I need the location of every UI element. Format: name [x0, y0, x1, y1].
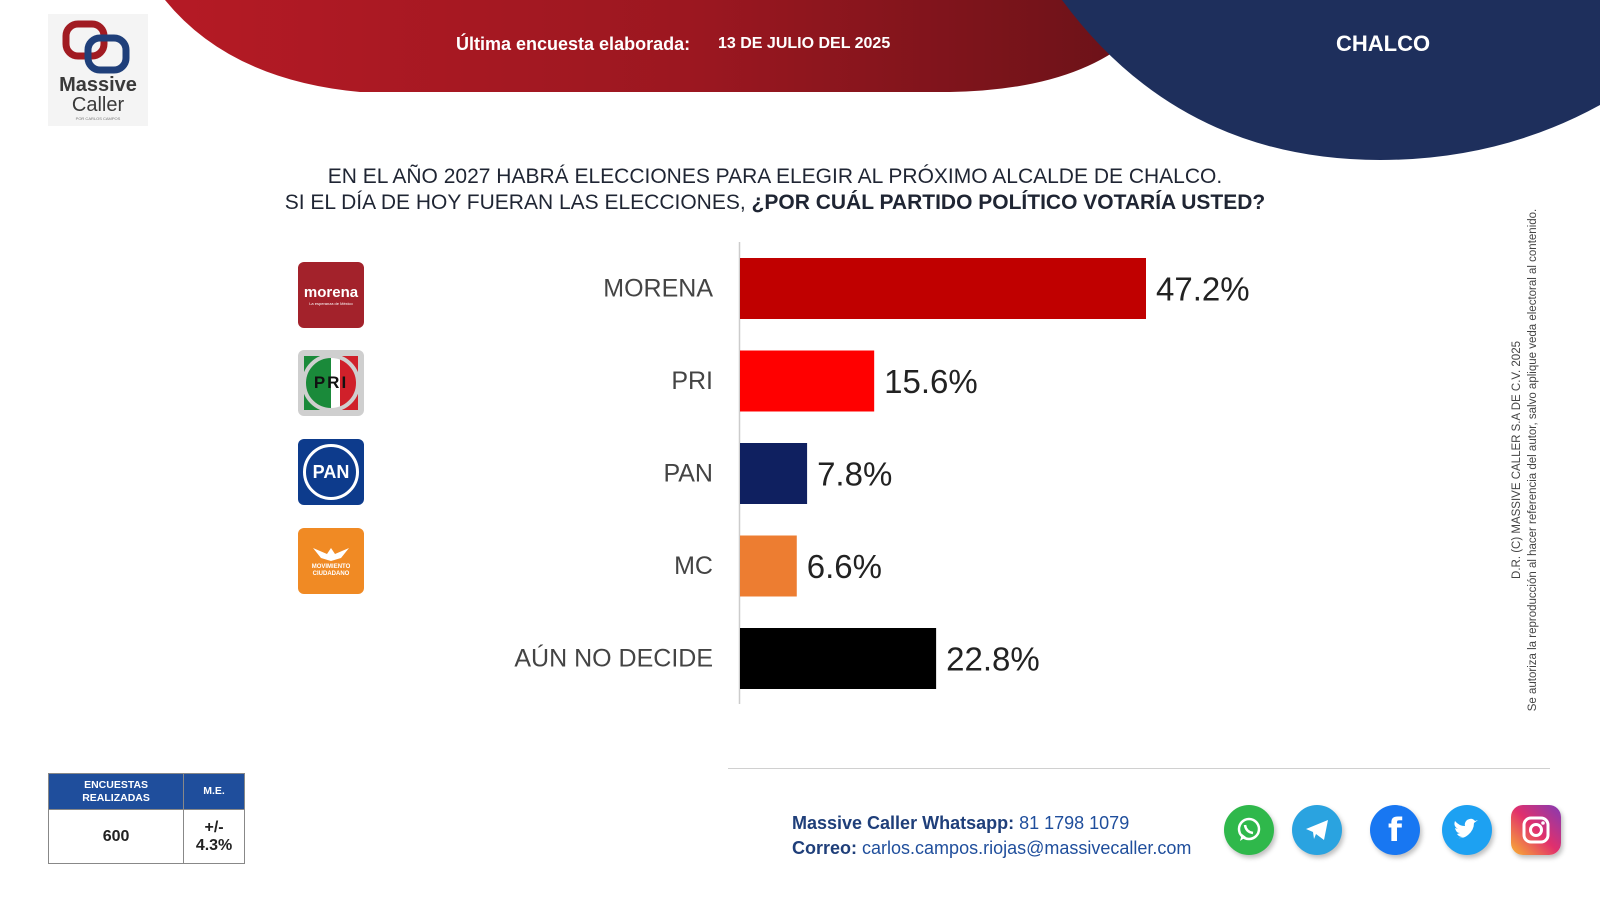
margin-error-header: M.E.: [183, 773, 245, 810]
mc-logo: MOVIMIENTO CIUDADANO: [298, 528, 364, 594]
morena-logo-text: morena: [303, 284, 359, 301]
copyright-notice: D.R. (C) MASSIVE CALLER S.A DE C.V. 2025…: [1509, 180, 1541, 740]
logo-mark-icon: [62, 20, 130, 74]
twitter-icon[interactable]: [1442, 805, 1492, 855]
brand-tagline: POR CARLOS CAMPOS: [75, 116, 121, 121]
pan-emblem-icon: PAN: [303, 444, 359, 500]
survey-date: 13 DE JULIO DEL 2025: [718, 35, 891, 52]
data-label: 22.8%: [946, 641, 1040, 678]
footer-divider: [728, 768, 1550, 769]
pan-logo: PAN: [298, 439, 364, 505]
survey-stats-table: ENCUESTAS REALIZADAS M.E. 600 +/- 4.3%: [47, 773, 245, 864]
bar: [740, 350, 875, 412]
copyright-line1: D.R. (C) MASSIVE CALLER S.A DE C.V. 2025: [1511, 341, 1523, 579]
header-decoration: [165, 0, 1600, 160]
email-address[interactable]: carlos.campos.riojas@massivecaller.com: [862, 838, 1192, 858]
telegram-icon[interactable]: [1292, 805, 1342, 855]
mc-logo-text: MOVIMIENTO CIUDADANO: [311, 564, 351, 577]
massive-caller-logo: Massive Caller POR CARLOS CAMPOS: [48, 14, 148, 126]
contact-email: Correo: carlos.campos.riojas@massivecall…: [792, 838, 1191, 859]
pri-logo-text: PRI: [313, 373, 349, 392]
surveys-header: ENCUESTAS REALIZADAS: [47, 773, 185, 810]
bar-chart: MORENA 47.2% PRI 15.6% PAN 7.8% MC 6.6% AÚN NO D…: [514, 242, 1250, 704]
data-label: 7.8%: [817, 456, 892, 493]
bar: [740, 535, 797, 597]
city-title: CHALCO: [1336, 31, 1431, 56]
pri-logo: PRI: [298, 350, 364, 416]
contact-whatsapp: Massive Caller Whatsapp: 81 1798 1079: [792, 813, 1129, 834]
facebook-icon[interactable]: f: [1370, 805, 1420, 855]
instagram-icon[interactable]: [1511, 805, 1561, 855]
category-label: MC: [674, 552, 713, 580]
brand-name-line2: Caller: [71, 94, 125, 116]
survey-label: Última encuesta elaborada:: [456, 34, 691, 54]
eagle-icon: [313, 548, 349, 561]
pri-emblem-icon: [302, 354, 360, 412]
category-label: PRI: [671, 367, 713, 395]
whatsapp-label: Massive Caller Whatsapp:: [792, 813, 1015, 833]
pan-logo-text: PAN: [312, 461, 350, 482]
bar: [740, 628, 937, 689]
category-label: MORENA: [603, 275, 713, 303]
question-line2: SI EL DÍA DE HOY FUERAN LAS ELECCIONES, …: [200, 191, 1350, 215]
whatsapp-icon[interactable]: [1224, 805, 1274, 855]
bar: [740, 258, 1146, 319]
email-label: Correo:: [792, 838, 858, 858]
question-line1: EN EL AÑO 2027 HABRÁ ELECCIONES PARA ELE…: [327, 165, 1223, 188]
bar: [740, 443, 808, 504]
morena-logo: morena La esperanza de México: [298, 262, 364, 328]
brand-name-line1: Massive: [59, 74, 137, 96]
copyright-line2: Se autoriza la reproducción al hacer ref…: [1527, 208, 1539, 712]
question-line2-bold: ¿POR CUÁL PARTIDO POLÍTICO VOTARÍA USTED…: [751, 191, 1266, 214]
data-label: 47.2%: [1156, 271, 1250, 308]
data-label: 15.6%: [884, 363, 978, 400]
question-line2-plain: SI EL DÍA DE HOY FUERAN LAS ELECCIONES,: [284, 191, 752, 214]
morena-logo-subtext: La esperanza de México: [309, 301, 353, 306]
margin-error-value: +/- 4.3%: [183, 809, 245, 864]
category-label: PAN: [663, 460, 713, 488]
data-label: 6.6%: [807, 548, 882, 585]
category-label: AÚN NO DECIDE: [514, 644, 713, 673]
surveys-value: 600: [47, 809, 185, 864]
whatsapp-number[interactable]: 81 1798 1079: [1019, 813, 1130, 833]
